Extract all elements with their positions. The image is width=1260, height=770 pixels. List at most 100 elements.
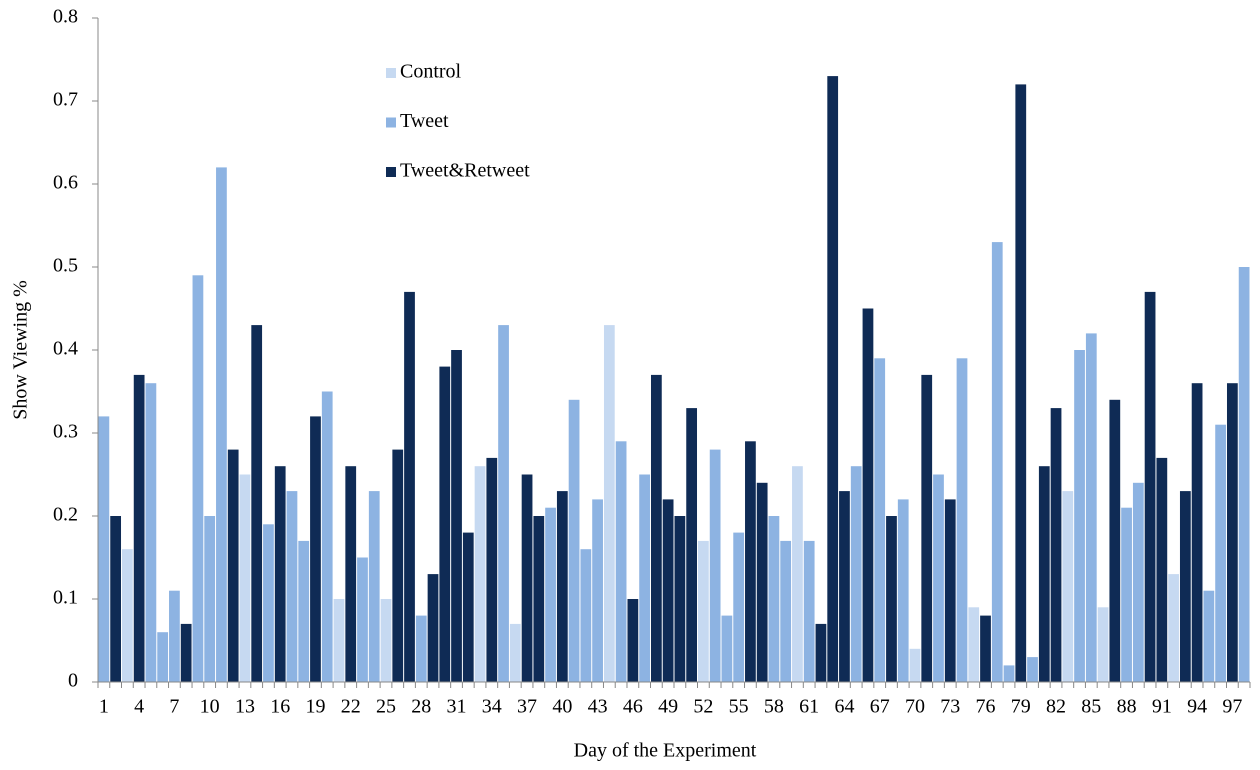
bar [415,615,427,682]
x-tick-label: 70 [905,696,925,718]
x-tick-label: 85 [1081,696,1101,718]
y-tick-label: 0.8 [53,6,78,28]
bar [1226,383,1238,682]
bar [568,399,580,682]
bar [239,474,251,682]
bar [251,325,263,682]
legend-swatch [386,117,396,128]
bar [380,599,392,682]
bar [521,474,533,682]
x-tick-label: 43 [588,696,608,718]
x-tick-label: 49 [658,696,678,718]
x-tick-label: 67 [870,696,890,718]
y-tick-label: 0.6 [53,172,78,194]
bar [486,457,498,682]
x-tick-label: 25 [376,696,396,718]
bar [1168,574,1179,682]
bar [662,499,674,682]
bar [1179,491,1191,682]
x-tick-label: 64 [834,696,854,718]
x-tick-label: 88 [1117,696,1137,718]
bar [439,366,451,682]
bar [780,540,792,682]
x-tick-label: 79 [1011,696,1031,718]
bar [733,532,745,682]
bar [462,532,474,682]
bar [122,549,133,682]
x-tick-label: 16 [270,696,290,718]
bar [1156,457,1168,682]
y-tick-label: 0.4 [53,338,78,360]
y-tick-label: 0 [68,670,78,692]
bar [556,491,568,682]
bar [850,466,862,682]
bar [592,499,603,682]
bar [345,466,357,682]
bar [286,491,298,682]
bar [686,408,698,682]
x-axis-title: Day of the Experiment [574,740,757,762]
bar [216,167,227,682]
bar [451,350,462,682]
bar [509,623,521,682]
bar [862,308,874,682]
bar [827,76,839,683]
bar [274,466,286,682]
bar [368,491,380,682]
bar [991,242,1003,682]
x-tick-label: 46 [623,696,643,718]
bar [968,607,980,682]
bar [310,416,321,682]
bar [698,540,709,682]
x-tick-label: 1 [99,696,109,718]
y-tick-label: 0.3 [53,421,78,443]
bar [133,374,145,682]
bar [956,358,968,682]
bar [756,482,768,682]
bar [839,491,850,682]
bar [1109,399,1121,682]
y-axis-title: Show Viewing % [10,280,32,420]
bar [1097,607,1109,682]
x-tick-label: 94 [1187,696,1207,718]
x-tick-label: 76 [976,696,996,718]
bar [768,516,780,682]
y-tick-label: 0.1 [53,587,78,609]
bar [815,623,827,682]
bar [933,474,944,682]
bar [886,516,897,682]
bar [1074,350,1085,682]
bar [192,275,204,682]
bar [427,574,439,682]
x-tick-label: 7 [169,696,179,718]
x-tick-label: 13 [235,696,255,718]
bar [263,524,274,682]
bar [721,615,733,682]
x-tick-label: 61 [799,696,819,718]
x-tick-label: 91 [1152,696,1172,718]
x-tick-label: 28 [411,696,431,718]
bar [639,474,650,682]
bar [1215,424,1226,682]
x-tick-label: 22 [341,696,361,718]
bar [298,540,310,682]
bar [110,516,122,682]
bar [145,383,157,682]
x-tick-label: 31 [447,696,467,718]
bar [1191,383,1203,682]
bar [1003,665,1015,682]
x-tick-label: 97 [1222,696,1242,718]
bar [333,599,345,682]
bar [180,623,192,682]
x-tick-label: 4 [134,696,144,718]
bar [1132,482,1144,682]
bar [1144,291,1156,682]
x-tick-label: 52 [693,696,713,718]
x-tick-label: 37 [517,696,537,718]
bar [227,449,239,682]
bar [1050,408,1062,682]
x-tick-label: 10 [200,696,220,718]
bar [533,516,545,682]
bar [204,516,216,682]
